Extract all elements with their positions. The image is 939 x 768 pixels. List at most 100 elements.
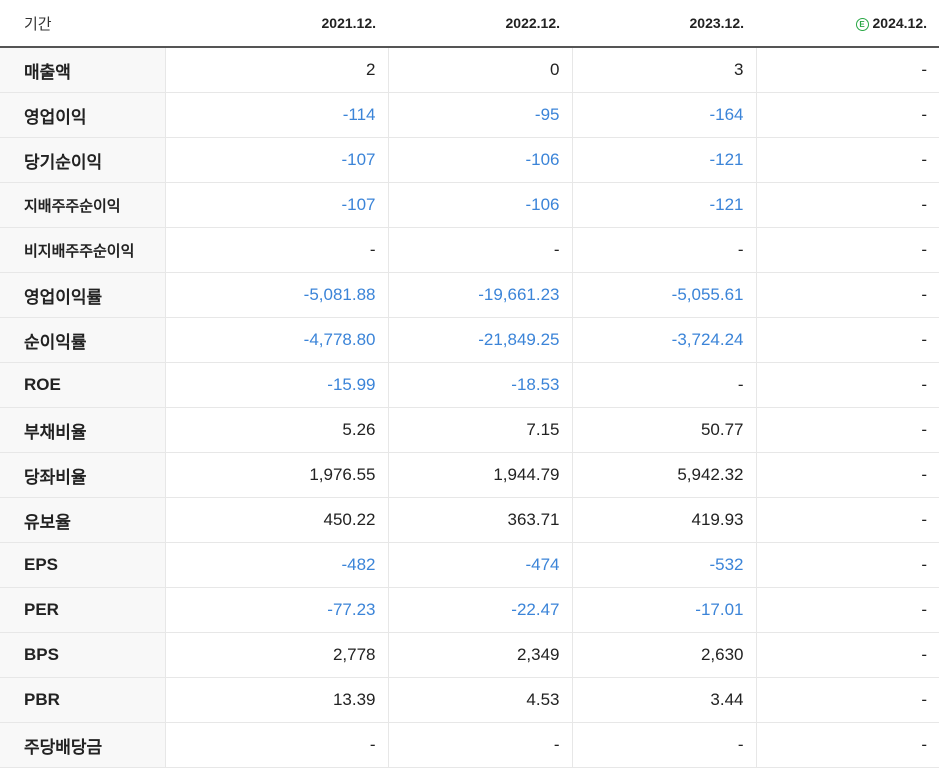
row-label: 지배주주순이익 (0, 182, 165, 228)
table-row: 주당배당금 - - - - (0, 722, 939, 768)
table-cell: -121 (571, 137, 756, 183)
table-cell: -121 (571, 182, 756, 228)
table-cell: - (571, 722, 756, 768)
estimate-year-label: 2024.12. (872, 15, 928, 31)
estimate-badge-icon: E (855, 18, 869, 31)
row-label: 당좌비율 (0, 452, 165, 498)
table-cell: 4.53 (387, 677, 572, 723)
table-cell: - (755, 317, 939, 363)
table-row: EPS -482 -474 -532 - (0, 542, 939, 588)
table-row: 매출액 2 0 3 - (0, 47, 939, 93)
table-row: 영업이익률 -5,081.88 -19,661.23 -5,055.61 - (0, 272, 939, 318)
table-cell: 363.71 (387, 497, 572, 543)
table-cell: 3 (571, 47, 756, 93)
table-cell: -532 (571, 542, 756, 588)
table-row: 유보율 450.22 363.71 419.93 - (0, 497, 939, 543)
table-cell: - (164, 722, 388, 768)
table-cell: -114 (164, 92, 388, 138)
header-row: 기간 2021.12. 2022.12. 2023.12. E 2024.12. (0, 0, 939, 48)
table-cell: - (755, 137, 939, 183)
table-row: 비지배주주순이익 - - - - (0, 227, 939, 273)
table-cell: 2,778 (164, 632, 388, 678)
table-row: ROE -15.99 -18.53 - - (0, 362, 939, 408)
table-cell: 2,630 (571, 632, 756, 678)
table-cell: 5,942.32 (571, 452, 756, 498)
table-cell: 1,976.55 (164, 452, 388, 498)
table-cell: -106 (387, 182, 572, 228)
estimate-year-header: E 2024.12. (756, 0, 939, 48)
table-row: 영업이익 -114 -95 -164 - (0, 92, 939, 138)
table-row: 순이익률 -4,778.80 -21,849.25 -3,724.24 - (0, 317, 939, 363)
table-cell: - (755, 677, 939, 723)
table-cell: - (755, 452, 939, 498)
table-cell: -164 (571, 92, 756, 138)
table-cell: - (755, 272, 939, 318)
table-cell: -4,778.80 (164, 317, 388, 363)
table-cell: 419.93 (571, 497, 756, 543)
table-cell: - (164, 227, 388, 273)
table-cell: - (755, 182, 939, 228)
table-cell: 0 (387, 47, 572, 93)
table-cell: - (571, 362, 756, 408)
row-label: 당기순이익 (0, 137, 165, 183)
year-header: 2022.12. (388, 0, 572, 48)
row-label: 비지배주주순이익 (0, 227, 165, 273)
year-header: 2023.12. (572, 0, 756, 48)
row-label: EPS (0, 542, 165, 588)
table-row: 부채비율 5.26 7.15 50.77 - (0, 407, 939, 453)
table-cell: -77.23 (164, 587, 388, 633)
table-cell: -5,081.88 (164, 272, 388, 318)
table-cell: - (571, 227, 756, 273)
table-row: BPS 2,778 2,349 2,630 - (0, 632, 939, 678)
table-cell: - (755, 47, 939, 93)
table-row: PBR 13.39 4.53 3.44 - (0, 677, 939, 723)
table-cell: -5,055.61 (571, 272, 756, 318)
table-cell: - (755, 587, 939, 633)
table-cell: - (755, 497, 939, 543)
table-cell: -482 (164, 542, 388, 588)
period-header: 기간 (0, 0, 165, 48)
table-cell: 50.77 (571, 407, 756, 453)
row-label: ROE (0, 362, 165, 408)
row-label: 순이익률 (0, 317, 165, 363)
row-label: 부채비율 (0, 407, 165, 453)
table-cell: - (755, 542, 939, 588)
table-cell: -19,661.23 (387, 272, 572, 318)
table-row: 당기순이익 -107 -106 -121 - (0, 137, 939, 183)
table-cell: -22.47 (387, 587, 572, 633)
row-label: PER (0, 587, 165, 633)
table-cell: - (755, 227, 939, 273)
row-label: 유보율 (0, 497, 165, 543)
row-label: BPS (0, 632, 165, 678)
table-row: PER -77.23 -22.47 -17.01 - (0, 587, 939, 633)
table-cell: -95 (387, 92, 572, 138)
row-label: 주당배당금 (0, 722, 165, 768)
table-cell: 3.44 (571, 677, 756, 723)
table-cell: -21,849.25 (387, 317, 572, 363)
table-cell: 7.15 (387, 407, 572, 453)
table-cell: - (387, 227, 572, 273)
table-cell: 2,349 (387, 632, 572, 678)
table-cell: 5.26 (164, 407, 388, 453)
row-label: 매출액 (0, 47, 165, 93)
table-cell: -17.01 (571, 587, 756, 633)
table-cell: 450.22 (164, 497, 388, 543)
table-cell: -106 (387, 137, 572, 183)
year-header: 2021.12. (165, 0, 388, 48)
table-cell: - (387, 722, 572, 768)
table-cell: -474 (387, 542, 572, 588)
row-label: PBR (0, 677, 165, 723)
row-label: 영업이익 (0, 92, 165, 138)
table-cell: -107 (164, 137, 388, 183)
table-cell: 13.39 (164, 677, 388, 723)
table-cell: -15.99 (164, 362, 388, 408)
row-label: 영업이익률 (0, 272, 165, 318)
table-cell: 2 (164, 47, 388, 93)
table-cell: -3,724.24 (571, 317, 756, 363)
table-cell: - (755, 92, 939, 138)
table-row: 당좌비율 1,976.55 1,944.79 5,942.32 - (0, 452, 939, 498)
table-cell: 1,944.79 (387, 452, 572, 498)
table-cell: - (755, 722, 939, 768)
table-cell: -18.53 (387, 362, 572, 408)
